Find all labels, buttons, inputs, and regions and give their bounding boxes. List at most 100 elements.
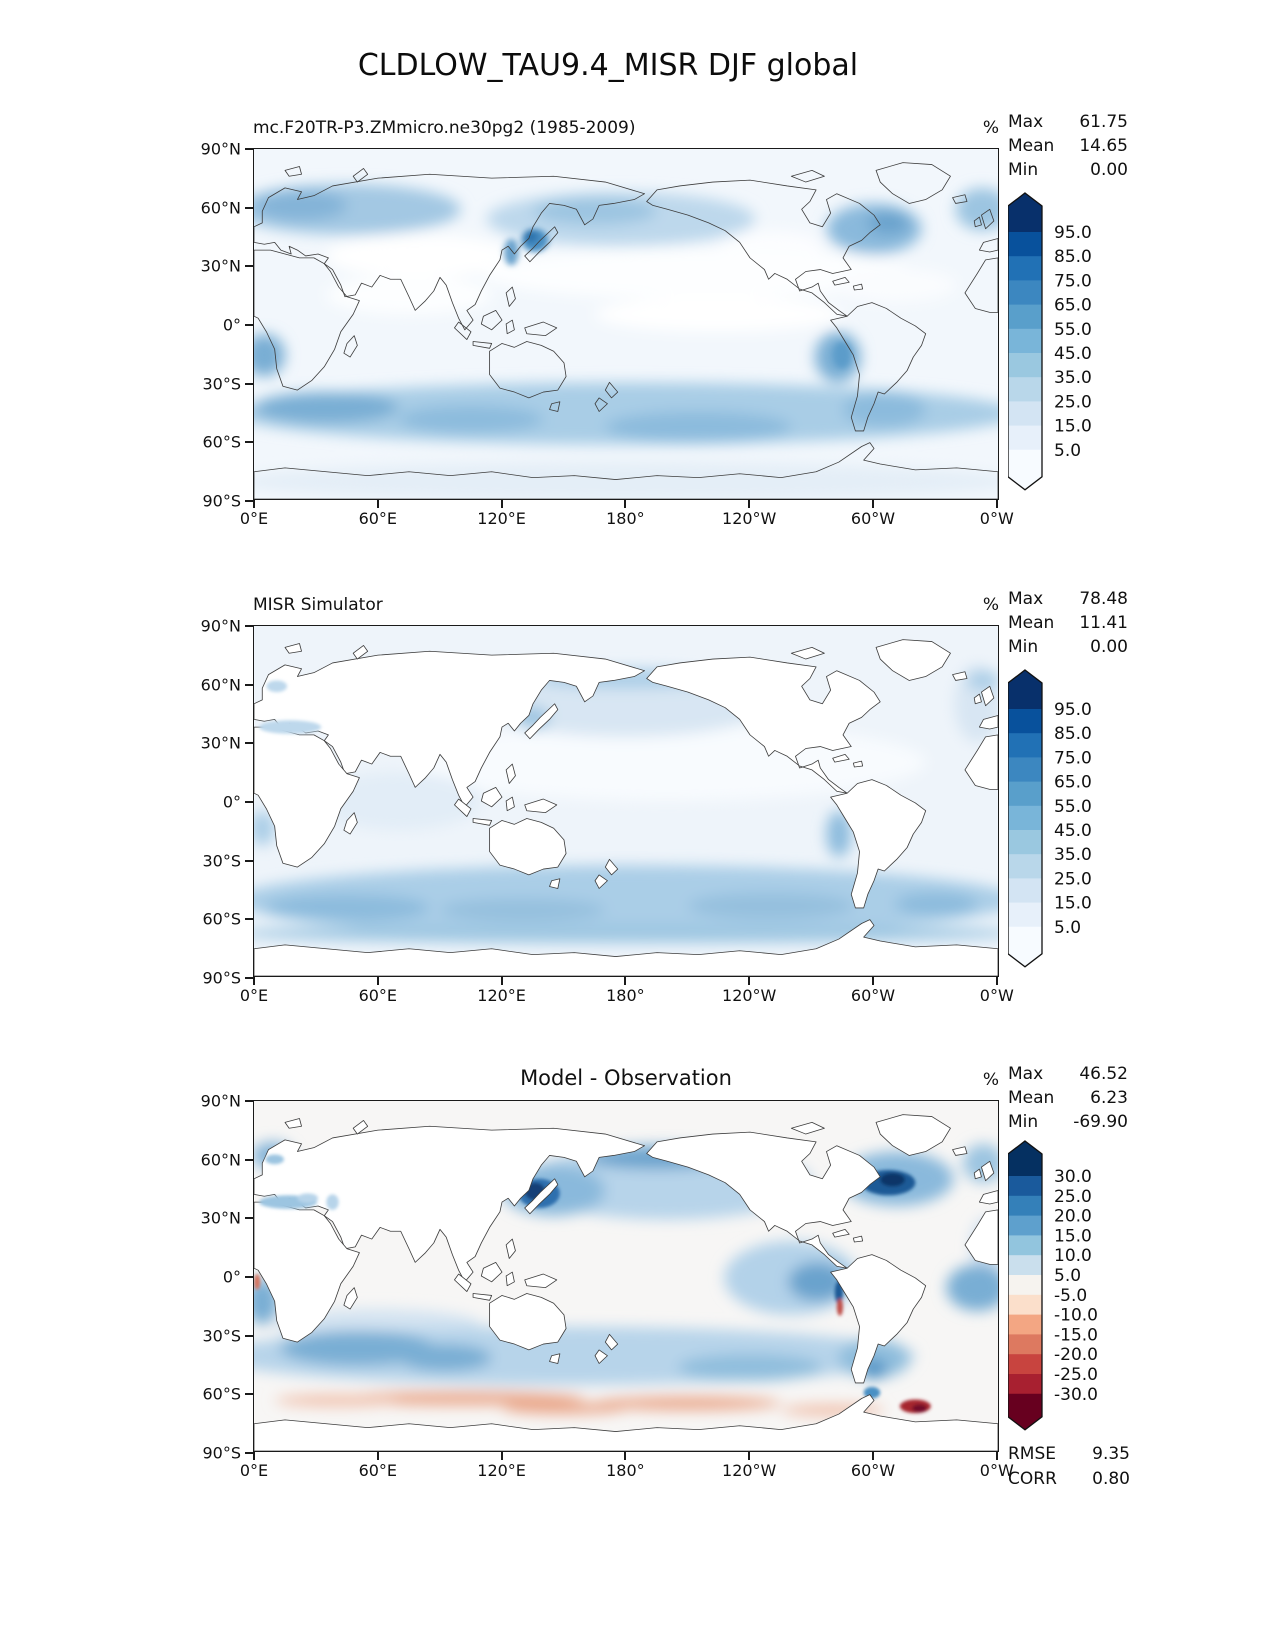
stat-row-value: -69.90 xyxy=(1073,1112,1128,1132)
stat-row: Mean 14.65 xyxy=(1008,134,1128,158)
panel-model: mc.F20TR-P3.ZMmicro.ne30pg2 (1985-2009) … xyxy=(0,112,1275,529)
stat-row-value: 6.23 xyxy=(1090,1088,1128,1108)
stat-row: Max 61.75 xyxy=(1008,110,1128,134)
y-axis-tick-label: 30°N xyxy=(200,256,241,276)
x-axis-tick-label: 120°W xyxy=(722,986,777,1005)
skill-row-label: RMSE xyxy=(1008,1444,1057,1464)
y-axis-tick-label: 30°S xyxy=(202,851,241,871)
stat-row: Mean 11.41 xyxy=(1008,611,1128,635)
x-axis-tick-label: 120°W xyxy=(722,1461,777,1480)
panel-misr-stats: Max 78.48 Mean 11.41 Min 0.00 xyxy=(1008,587,1128,659)
y-axis-tick-label: 60°S xyxy=(202,909,241,929)
panel-misr-map: 90°N 60°N 30°N 0° 30°S 60°S 90°S 0°E 60°E 120°E 18… xyxy=(201,617,1014,1006)
colorbar-tick-label: 45.0 xyxy=(1054,344,1092,364)
colorbar-tick-label: 65.0 xyxy=(1054,296,1092,316)
stat-row-label: Min xyxy=(1008,160,1039,180)
y-axis-tick-mark xyxy=(245,148,253,150)
y-axis-tick-mark xyxy=(245,1158,253,1161)
x-axis-tick-mark xyxy=(624,977,627,985)
y-axis-tick-mark xyxy=(245,742,253,745)
x-axis-tick-label: 120°E xyxy=(477,986,526,1005)
stat-row-value: 11.41 xyxy=(1079,613,1128,633)
y-axis-tick-label: 0° xyxy=(222,792,241,812)
y-axis-tick-mark xyxy=(245,625,253,627)
skill-row-label: CORR xyxy=(1008,1469,1057,1489)
skill-row-value: 9.35 xyxy=(1092,1444,1130,1464)
y-axis-tick-mark xyxy=(245,1217,253,1220)
stat-row: Min -69.90 xyxy=(1008,1110,1128,1134)
stat-row-label: Min xyxy=(1008,637,1039,657)
x-axis-tick-mark xyxy=(376,1452,379,1460)
colorbar-tick-label: 5.0 xyxy=(1054,441,1081,461)
skill-row: CORR 0.80 xyxy=(1008,1467,1130,1492)
colorbar-tick-label: 55.0 xyxy=(1054,797,1092,817)
y-axis-tick-label: 60°N xyxy=(200,1150,241,1170)
panel-misr: MISR Simulator % xyxy=(0,589,1275,1006)
colorbar-tick-label: 25.0 xyxy=(1054,1187,1092,1207)
stat-row: Max 46.52 xyxy=(1008,1062,1128,1086)
colorbar-tick-label: 30.0 xyxy=(1054,1167,1092,1187)
colorbar-tick-label: 25.0 xyxy=(1054,392,1092,412)
misr-map-svg xyxy=(254,626,998,976)
x-axis-tick-mark xyxy=(500,1452,503,1460)
y-axis-tick-mark xyxy=(245,441,253,444)
colorbar-tick-label: 20.0 xyxy=(1054,1207,1092,1227)
y-axis-tick-mark xyxy=(245,1276,253,1278)
skill-row: RMSE 9.35 xyxy=(1008,1442,1130,1467)
colorbar-svg: 95.0 85.0 75.0 65.0 55.0 45.0 35.0 25.0 15.0 5.0 xyxy=(1007,192,1092,491)
y-axis-tick-label: 30°N xyxy=(200,733,241,753)
colorbar-tick-label: 85.0 xyxy=(1054,724,1092,744)
stat-row-label: Mean xyxy=(1008,613,1055,633)
colorbar-tick-label: 95.0 xyxy=(1054,223,1092,243)
stat-row-label: Min xyxy=(1008,1112,1039,1132)
y-axis-tick-mark xyxy=(245,500,253,502)
panel-model-map: 90°N 60°N 30°N 0° 30°S 60°S 90°S 0°E 60°E 120°E 18… xyxy=(201,140,1014,529)
y-axis-tick-label: 60°N xyxy=(200,675,241,695)
panel-model-units-label: % xyxy=(982,118,999,138)
y-axis-tick-mark xyxy=(245,382,253,385)
x-axis-tick-label: 60°E xyxy=(358,509,398,528)
x-axis-tick-label: 60°W xyxy=(850,986,896,1005)
colorbar-tick-label: 75.0 xyxy=(1054,271,1092,291)
skill-row-value: 0.80 xyxy=(1092,1469,1130,1489)
panel-misr-units-label: % xyxy=(982,595,999,615)
y-axis-tick-label: 30°S xyxy=(202,1326,241,1346)
colorbar-tick-label: 85.0 xyxy=(1054,247,1092,267)
stat-row-label: Max xyxy=(1008,112,1044,132)
stat-row: Min 0.00 xyxy=(1008,158,1128,182)
y-axis-tick-label: 0° xyxy=(222,1267,241,1287)
panel-misr-title: MISR Simulator xyxy=(253,595,383,615)
y-axis-tick-mark xyxy=(245,1334,253,1337)
y-axis-tick-mark xyxy=(245,1393,253,1396)
diff-map-svg xyxy=(254,1101,998,1451)
y-axis-tick-mark xyxy=(245,1452,253,1454)
x-axis-tick-mark xyxy=(376,500,379,508)
colorbar-tick-label: -5.0 xyxy=(1054,1286,1087,1306)
colorbar-tick-label: 35.0 xyxy=(1054,368,1092,388)
y-axis-tick-mark xyxy=(245,1100,253,1102)
stat-row: Max 78.48 xyxy=(1008,587,1128,611)
x-axis-tick-label: 180° xyxy=(606,509,645,528)
y-axis-tick-mark xyxy=(245,265,253,268)
x-axis-tick-mark xyxy=(253,977,255,985)
colorbar-tick-label: 25.0 xyxy=(1054,869,1092,889)
panel-diff-title: Model - Observation xyxy=(520,1066,732,1090)
colorbar-tick-label: 15.0 xyxy=(1054,417,1092,437)
y-axis-tick-mark xyxy=(245,801,253,803)
y-axis-tick-label: 0° xyxy=(222,315,241,335)
x-axis-tick-label: 60°W xyxy=(850,1461,896,1480)
colorbar-tick-label: 75.0 xyxy=(1054,748,1092,768)
panel-diff-units-label: % xyxy=(982,1070,999,1090)
y-axis-tick-label: 60°S xyxy=(202,432,241,452)
panel-model-stats: Max 61.75 Mean 14.65 Min 0.00 xyxy=(1008,110,1128,182)
x-axis-tick-mark xyxy=(872,1452,874,1460)
x-axis-tick-mark xyxy=(624,1452,627,1460)
panel-diff-map: 90°N 60°N 30°N 0° 30°S 60°S 90°S 0°E 60°E 120°E 18… xyxy=(201,1092,1014,1481)
x-axis-tick-label: 0°W xyxy=(979,1461,1014,1480)
y-axis-tick-label: 30°N xyxy=(200,1208,241,1228)
panel-misr-colorbar: 95.0 85.0 75.0 65.0 55.0 45.0 35.0 25.0 15.0 5.0 xyxy=(1007,669,1138,973)
y-axis-tick-label: 60°N xyxy=(200,198,241,218)
stat-row-label: Max xyxy=(1008,1064,1044,1084)
y-axis-tick-mark xyxy=(245,918,253,921)
